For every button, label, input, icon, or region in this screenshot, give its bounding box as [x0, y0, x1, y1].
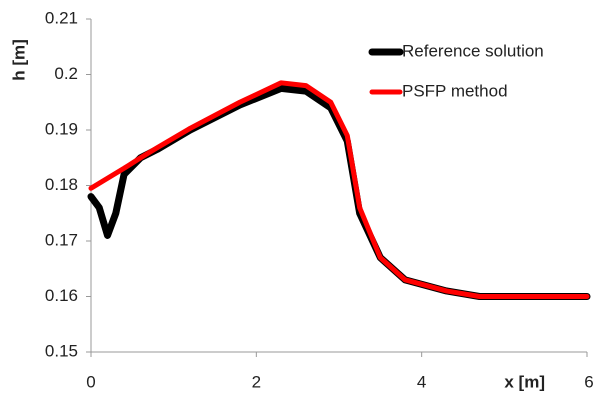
legend-label: PSFP method: [402, 81, 508, 100]
x-tick-label: 2: [252, 372, 261, 391]
series-line: [88, 80, 590, 299]
y-tick-label: 0.16: [45, 286, 78, 305]
x-tick-label: 0: [86, 372, 95, 391]
y-tick-label: 0.2: [54, 64, 78, 83]
y-tick-label: 0.15: [45, 341, 78, 360]
y-tick-label: 0.18: [45, 175, 78, 194]
y-tick-label: 0.17: [45, 230, 78, 249]
legend-label: Reference solution: [402, 41, 544, 60]
y-tick-label: 0.21: [45, 8, 78, 27]
y-tick-label: 0.19: [45, 119, 78, 138]
x-tick-label: 4: [417, 372, 426, 391]
x-axis-title: x [m]: [504, 372, 545, 391]
x-tick-label: 6: [584, 372, 593, 391]
y-axis-title: h [m]: [9, 39, 28, 81]
